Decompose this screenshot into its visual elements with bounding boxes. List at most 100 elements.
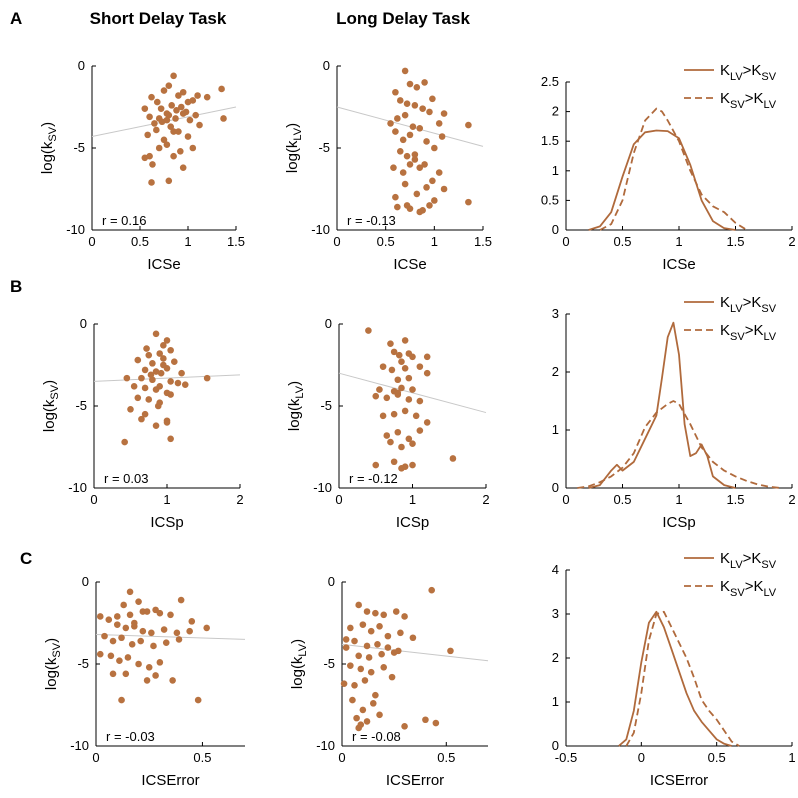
data-point xyxy=(394,115,401,122)
data-point xyxy=(96,650,104,658)
data-point xyxy=(141,105,149,112)
data-point xyxy=(192,111,199,119)
data-point xyxy=(134,356,142,364)
data-point xyxy=(411,102,419,109)
data-point xyxy=(413,190,421,198)
data-point xyxy=(177,103,185,111)
y-tick-label: -5 xyxy=(73,140,85,155)
data-point xyxy=(369,700,377,707)
data-point xyxy=(403,100,411,108)
data-point xyxy=(416,208,424,216)
data-point xyxy=(428,586,435,594)
x-tick-label: 1 xyxy=(163,492,170,507)
panel-b-2: 0 1 2 -10 -5 0 ICSp log(kLV) r = -0.12 xyxy=(286,316,490,531)
x-axis-label: ICSError xyxy=(386,772,444,789)
data-point xyxy=(134,394,142,402)
y-tick-label: 0 xyxy=(323,58,330,73)
data-point xyxy=(173,629,181,637)
data-point xyxy=(141,366,149,374)
x-axis-label: ICSp xyxy=(150,514,183,531)
data-point xyxy=(398,465,405,472)
data-point xyxy=(361,677,369,684)
data-point xyxy=(126,611,134,619)
correlation-label: r = -0.12 xyxy=(349,471,398,486)
data-point xyxy=(160,342,167,349)
x-axis-label: ICSp xyxy=(396,514,429,531)
panel-label-a: A xyxy=(10,9,22,28)
x-tick-label: 0.5 xyxy=(708,750,726,765)
data-point xyxy=(194,696,202,704)
legend-entry: KSV>KLV xyxy=(720,578,777,599)
data-point xyxy=(172,115,179,122)
data-point xyxy=(156,609,164,617)
data-point xyxy=(184,133,192,140)
data-point xyxy=(342,636,350,643)
data-point xyxy=(179,88,187,96)
data-point xyxy=(118,634,125,642)
data-point xyxy=(396,147,404,155)
data-point xyxy=(423,184,430,191)
data-point xyxy=(177,596,185,604)
data-point xyxy=(123,374,131,382)
data-point xyxy=(121,438,128,446)
x-tick-label: 1 xyxy=(409,492,416,507)
data-point xyxy=(167,123,175,130)
x-tick-label: 0 xyxy=(338,750,345,765)
data-point xyxy=(372,691,379,699)
y-tick-label: -10 xyxy=(316,738,335,753)
data-point xyxy=(179,164,187,171)
data-point xyxy=(406,80,414,88)
data-point xyxy=(380,611,388,619)
y-tick-label: 2 xyxy=(552,650,559,665)
data-point xyxy=(387,120,394,127)
x-tick-label: 0.5 xyxy=(613,234,631,249)
data-point xyxy=(167,378,174,385)
data-point xyxy=(401,723,408,730)
x-tick-label: 1 xyxy=(675,492,682,507)
y-tick-label: -5 xyxy=(318,140,330,155)
y-tick-label: -5 xyxy=(77,656,89,671)
data-point xyxy=(128,641,136,648)
data-point xyxy=(394,376,402,384)
data-point xyxy=(163,116,171,124)
x-tick-label: 0 xyxy=(335,492,342,507)
data-point xyxy=(156,350,163,357)
data-point xyxy=(146,113,153,121)
data-point xyxy=(196,121,203,129)
data-point xyxy=(141,154,149,162)
data-point xyxy=(122,670,130,678)
data-point xyxy=(357,665,365,673)
data-point xyxy=(189,144,197,152)
x-tick-label: 1.5 xyxy=(726,234,744,249)
data-point xyxy=(390,348,398,356)
data-point xyxy=(359,621,367,628)
y-tick-label: 0 xyxy=(552,222,559,237)
data-point xyxy=(387,438,394,446)
data-point xyxy=(423,369,431,377)
x-tick-label: 1.5 xyxy=(474,234,492,249)
data-point xyxy=(465,121,472,129)
data-point xyxy=(411,151,419,158)
data-point xyxy=(137,637,144,645)
y-tick-label: 3 xyxy=(552,306,559,321)
data-point xyxy=(152,672,159,679)
data-point xyxy=(149,360,156,367)
y-tick-label: 1 xyxy=(552,694,559,709)
data-point xyxy=(109,637,117,645)
data-point xyxy=(465,198,472,206)
x-axis-label: ICSp xyxy=(662,514,695,531)
density-curve-dashed xyxy=(577,400,781,489)
data-point xyxy=(347,662,354,669)
data-point xyxy=(124,654,132,661)
data-point xyxy=(145,396,153,403)
data-point xyxy=(101,632,108,640)
data-point xyxy=(130,383,138,390)
data-point xyxy=(421,161,428,168)
data-point xyxy=(135,598,142,605)
data-point xyxy=(127,405,134,413)
data-point xyxy=(384,632,392,640)
data-point xyxy=(113,621,121,628)
data-point xyxy=(116,657,123,665)
data-point xyxy=(170,72,177,80)
